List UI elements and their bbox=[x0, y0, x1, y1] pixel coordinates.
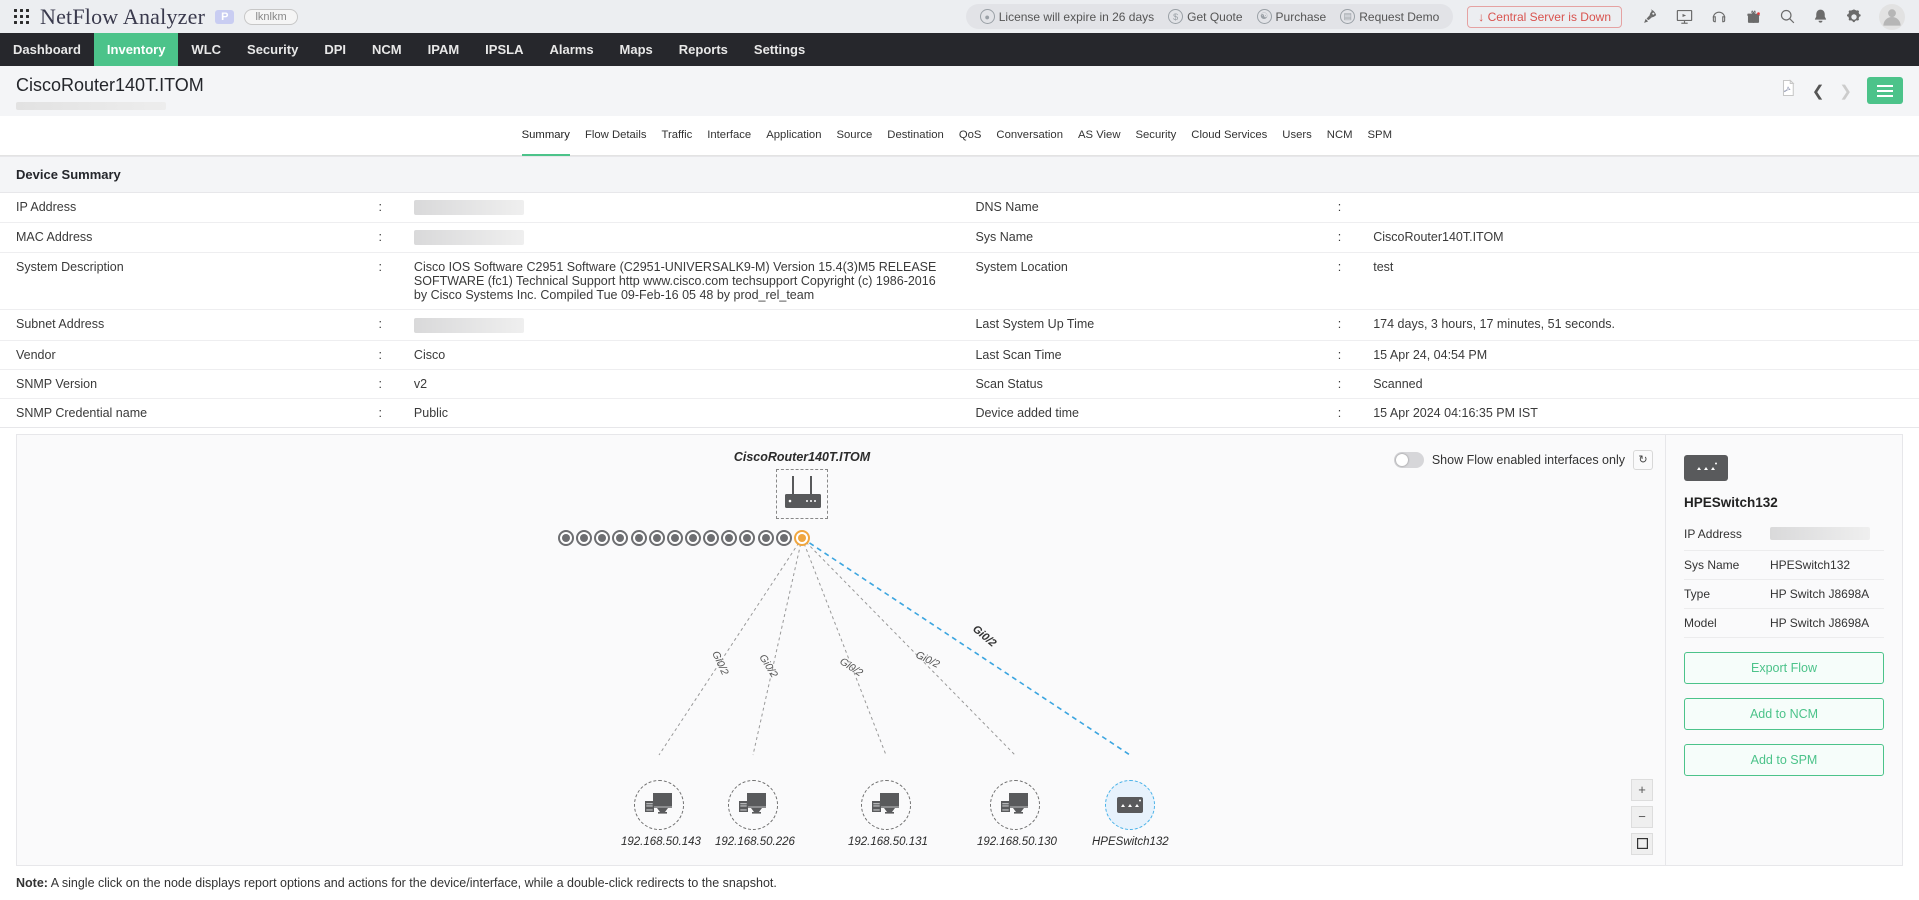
svg-text:Gi0/2: Gi0/2 bbox=[756, 652, 780, 680]
svg-text:Gi0/2: Gi0/2 bbox=[970, 623, 998, 649]
svg-text:Gi0/2: Gi0/2 bbox=[914, 649, 942, 671]
svg-text:Gi0/2: Gi0/2 bbox=[837, 655, 865, 679]
svg-text:Gi0/2: Gi0/2 bbox=[709, 649, 731, 677]
